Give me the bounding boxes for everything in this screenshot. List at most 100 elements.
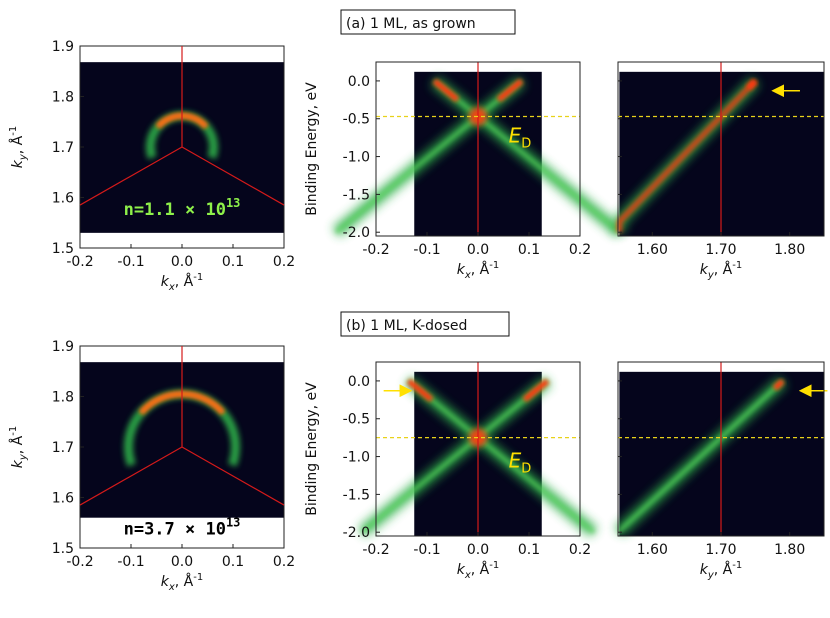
kx-xtick-label: 0.1 (518, 542, 540, 558)
fermi-ylabel: ky, Å-1 (8, 126, 29, 169)
kx-xtick-label: 0.1 (518, 242, 540, 258)
fermi-xtick-label: -0.1 (117, 554, 144, 570)
ed-label: ED (509, 449, 532, 477)
ed-label-sub: D (521, 462, 531, 477)
ed-label-var: E (509, 449, 522, 473)
ky-xtick-label: 1.80 (774, 242, 805, 258)
kx-ytick-label: -0.5 (343, 112, 370, 128)
kx-xtick-label: 0.0 (467, 242, 489, 258)
density-mantissa: n=1.1 × 10 (124, 200, 226, 220)
kx-ytick-label: -2.0 (343, 225, 370, 241)
kx-xlabel-text: kx, Å-1 (457, 560, 500, 581)
ky-xlabel: ky, Å-1 (700, 560, 743, 581)
kx-xlabel-sub: x (464, 270, 471, 281)
ky-dispersion-panel: 1.60 1.70 1.80 ky, Å-1 (614, 361, 828, 581)
kx-xlabel: kx, Å-1 (457, 260, 500, 281)
ed-label-var: E (509, 123, 522, 147)
kx-ytick-label: -2.0 (343, 525, 370, 541)
density-label-text: n=3.7 × 1013 (124, 515, 241, 539)
bz-line-right (181, 146, 285, 206)
ky-band-hot (745, 78, 758, 91)
ky-xlabel-var: k (700, 262, 709, 278)
kx-band-hot (496, 78, 524, 103)
ky-xlabel-sup: -1 (732, 560, 742, 571)
fermi-panel: n=3.7 × 1013 -0.2 -0.1 0.0 0.1 0.2 1.9 1.8 1.7 1.… (8, 339, 295, 593)
fermi-ytick-label: 1.5 (52, 241, 74, 257)
ky-map-background (619, 371, 824, 536)
kx-xlabel-sup: -1 (489, 260, 499, 271)
fermi-xlabel: kx, Å-1 (161, 572, 204, 593)
ky-xtick-label: 1.60 (637, 542, 668, 558)
fermi-ytick-label: 1.6 (52, 191, 74, 207)
fermi-ylabel-var: k (10, 459, 26, 468)
ed-label-sub: D (521, 136, 531, 151)
fermi-ytick-label: 1.5 (52, 541, 74, 557)
kx-xlabel-var: k (457, 262, 466, 278)
density-exponent: 13 (226, 196, 240, 210)
row-b-title: (b) 1 ML, K-dosed (346, 318, 467, 334)
density-label-box (81, 520, 283, 547)
fermi-xtick-label: -0.2 (66, 554, 93, 570)
fermi-ylabel-sub: y (18, 153, 29, 161)
fermi-ylabel-unit: , Å (9, 135, 26, 154)
kx-xlabel: kx, Å-1 (457, 560, 500, 581)
fermi-ylabel-text: ky, Å-1 (8, 426, 29, 469)
fermi-xlabel-sub: x (168, 582, 175, 593)
fermi-ytick-label: 1.9 (52, 339, 74, 355)
ky-dispersion-panel: 1.60 1.70 1.80 ky, Å-1 (613, 61, 825, 281)
bz-line-left (79, 446, 183, 506)
ky-xlabel-sup: -1 (732, 260, 742, 271)
fermi-xlabel-text: kx, Å-1 (161, 272, 204, 293)
kx-ytick-label: -1.5 (343, 187, 370, 203)
bz-line-right (181, 446, 285, 506)
fermi-ytick-label: 1.7 (52, 140, 74, 156)
kx-xlabel-sub: x (464, 570, 471, 581)
kx-xlabel-unit: , Å (471, 261, 490, 278)
fermi-xtick-label: -0.1 (117, 254, 144, 270)
fermi-xtick-label: 0.0 (171, 554, 193, 570)
kx-band-core (334, 79, 523, 234)
fermi-xlabel-text: kx, Å-1 (161, 572, 204, 593)
ky-xlabel: ky, Å-1 (700, 260, 743, 281)
ky-band-hot (772, 378, 785, 391)
kx-xtick-label: -0.1 (413, 242, 440, 258)
kx-dispersion-panel: ED -0.2 -0.1 0.0 0.1 0.2 0.0 -0.5 -1.0 -1.5 -2.0 Bi… (304, 61, 624, 281)
kx-band-hot (406, 378, 434, 403)
kx-ytick-label: -1.0 (343, 150, 370, 166)
kx-band-hot (522, 378, 550, 403)
fermi-ytick-label: 1.6 (52, 491, 74, 507)
fermi-panel: n=1.1 × 1013 -0.2 -0.1 0.0 0.1 0.2 1.9 1.8 1.7 1.… (8, 39, 295, 293)
fermi-xlabel-sup: -1 (193, 572, 203, 583)
fermi-xtick-label: 0.2 (273, 554, 295, 570)
fermi-xtick-label: 0.0 (171, 254, 193, 270)
density-label-text: n=1.1 × 1013 (124, 196, 241, 220)
ky-xlabel-var: k (700, 562, 709, 578)
title-row-b: (b) 1 ML, K-dosed (340, 311, 510, 337)
ky-xlabel-sub: y (707, 570, 715, 581)
fermi-ytick-label: 1.8 (52, 390, 74, 406)
kx-xtick-label: -0.1 (413, 542, 440, 558)
kx-xtick-label: 0.2 (569, 242, 591, 258)
fermi-ylabel-var: k (10, 159, 26, 168)
ky-map-background (619, 71, 824, 237)
fermi-ylabel-sup: -1 (8, 426, 19, 436)
density-label: n=1.1 × 1013 (124, 196, 241, 220)
kx-band-core (360, 379, 549, 534)
ky-xtick-label: 1.80 (774, 542, 805, 558)
kx-dispersion-panel: ED -0.2 -0.1 0.0 0.1 0.2 0.0 -0.5 -1.0 -1.5 -2.0 Bi… (304, 361, 598, 581)
kx-xlabel-unit: , Å (471, 561, 490, 578)
fermi-xlabel-var: k (161, 274, 170, 290)
kx-xlabel-var: k (457, 562, 466, 578)
fermi-ylabel-unit: , Å (9, 435, 26, 454)
ky-band-core (617, 379, 785, 534)
kx-band-hot (432, 78, 460, 103)
kx-ytick-label: 0.0 (348, 374, 370, 390)
ky-xlabel-text: ky, Å-1 (700, 560, 743, 581)
fermi-xlabel-var: k (161, 574, 170, 590)
kx-ytick-label: -1.5 (343, 487, 370, 503)
fermi-ytick-label: 1.9 (52, 39, 74, 55)
kx-xtick-label: -0.2 (362, 242, 389, 258)
ky-xlabel-sub: y (707, 270, 715, 281)
density-label: n=3.7 × 1013 (81, 515, 283, 547)
